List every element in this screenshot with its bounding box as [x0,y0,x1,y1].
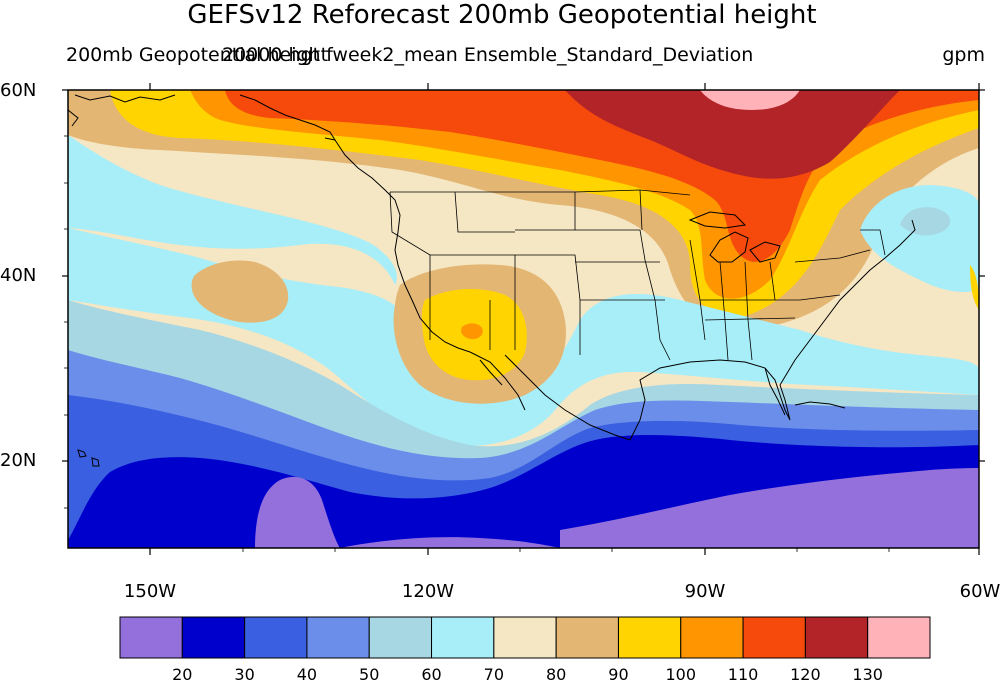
colorbar-tick-label: 60 [421,665,442,684]
lat-label-40n: 40N [0,265,37,286]
lon-label-120w: 120W [401,581,455,602]
colorbar-swatch [368,616,433,659]
lat-label-60n: 60N [0,80,37,101]
axis-ticks [62,83,985,555]
colorbar-tick-label: 50 [359,665,380,684]
coastlines [68,94,916,467]
colorbar-tick-label: 70 [483,665,505,684]
units-label: gpm [942,44,985,66]
band-70-northwest [68,135,397,285]
colorbar-swatch [306,616,370,659]
map-title: GEFSv12 Reforecast 200mb Geopotential he… [187,0,817,30]
colorbar-swatch [431,616,495,659]
colorbar-tick-label: 110 [727,665,759,684]
colorbar-swatch [617,616,682,659]
colorbar-swatch [493,616,557,659]
state-borders [389,189,886,361]
band-130-north [700,90,800,110]
colorbar-swatch [244,616,308,659]
colorbar [119,616,931,659]
colorbar-swatch [181,616,246,659]
colorbar-swatch [867,616,931,659]
contour-field [68,90,979,548]
band-90-east-edge [970,265,979,310]
colorbar-tick-label: 120 [790,665,821,684]
colorbar-tick-label: 80 [545,665,567,684]
band-20-southwest [255,476,340,548]
colorbar-tick-label: 100 [665,665,697,684]
lon-label-60w: 60W [959,581,1001,602]
colorbar-swatch [555,616,619,659]
axis-minor-ticks [64,135,890,552]
colorbar-tick-label: 30 [234,665,255,684]
lat-label-20n: 20N [0,450,37,471]
colorbar-tick-label: 90 [608,665,629,684]
colorbar-swatch [742,616,806,659]
field-subtitle: 200mb Geopotential height [66,44,329,66]
colorbar-tick-label: 40 [296,665,318,684]
band-20-southeast [560,468,979,548]
band-60-northeast [900,207,951,236]
plot-frame [67,89,980,549]
lon-label-90w: 90W [684,581,726,602]
colorbar-tick-label: 130 [852,665,883,684]
colorbar-tick-label: 20 [172,665,193,684]
band-20-south-strip [340,537,560,548]
band-120-north [565,90,900,179]
center-subtitle: 20000 hgt fweek2_mean Ensemble_Standard_… [222,44,754,66]
colorbar-swatch [680,616,744,659]
band-70-northeast [860,185,979,292]
colorbar-swatch [119,616,183,659]
band-80-central-pacific [191,260,289,323]
band-100-west-pocket [461,323,483,340]
lon-label-150w: 150W [123,581,177,602]
band-70-west-pocket [68,228,979,446]
colorbar-swatch [804,616,869,659]
